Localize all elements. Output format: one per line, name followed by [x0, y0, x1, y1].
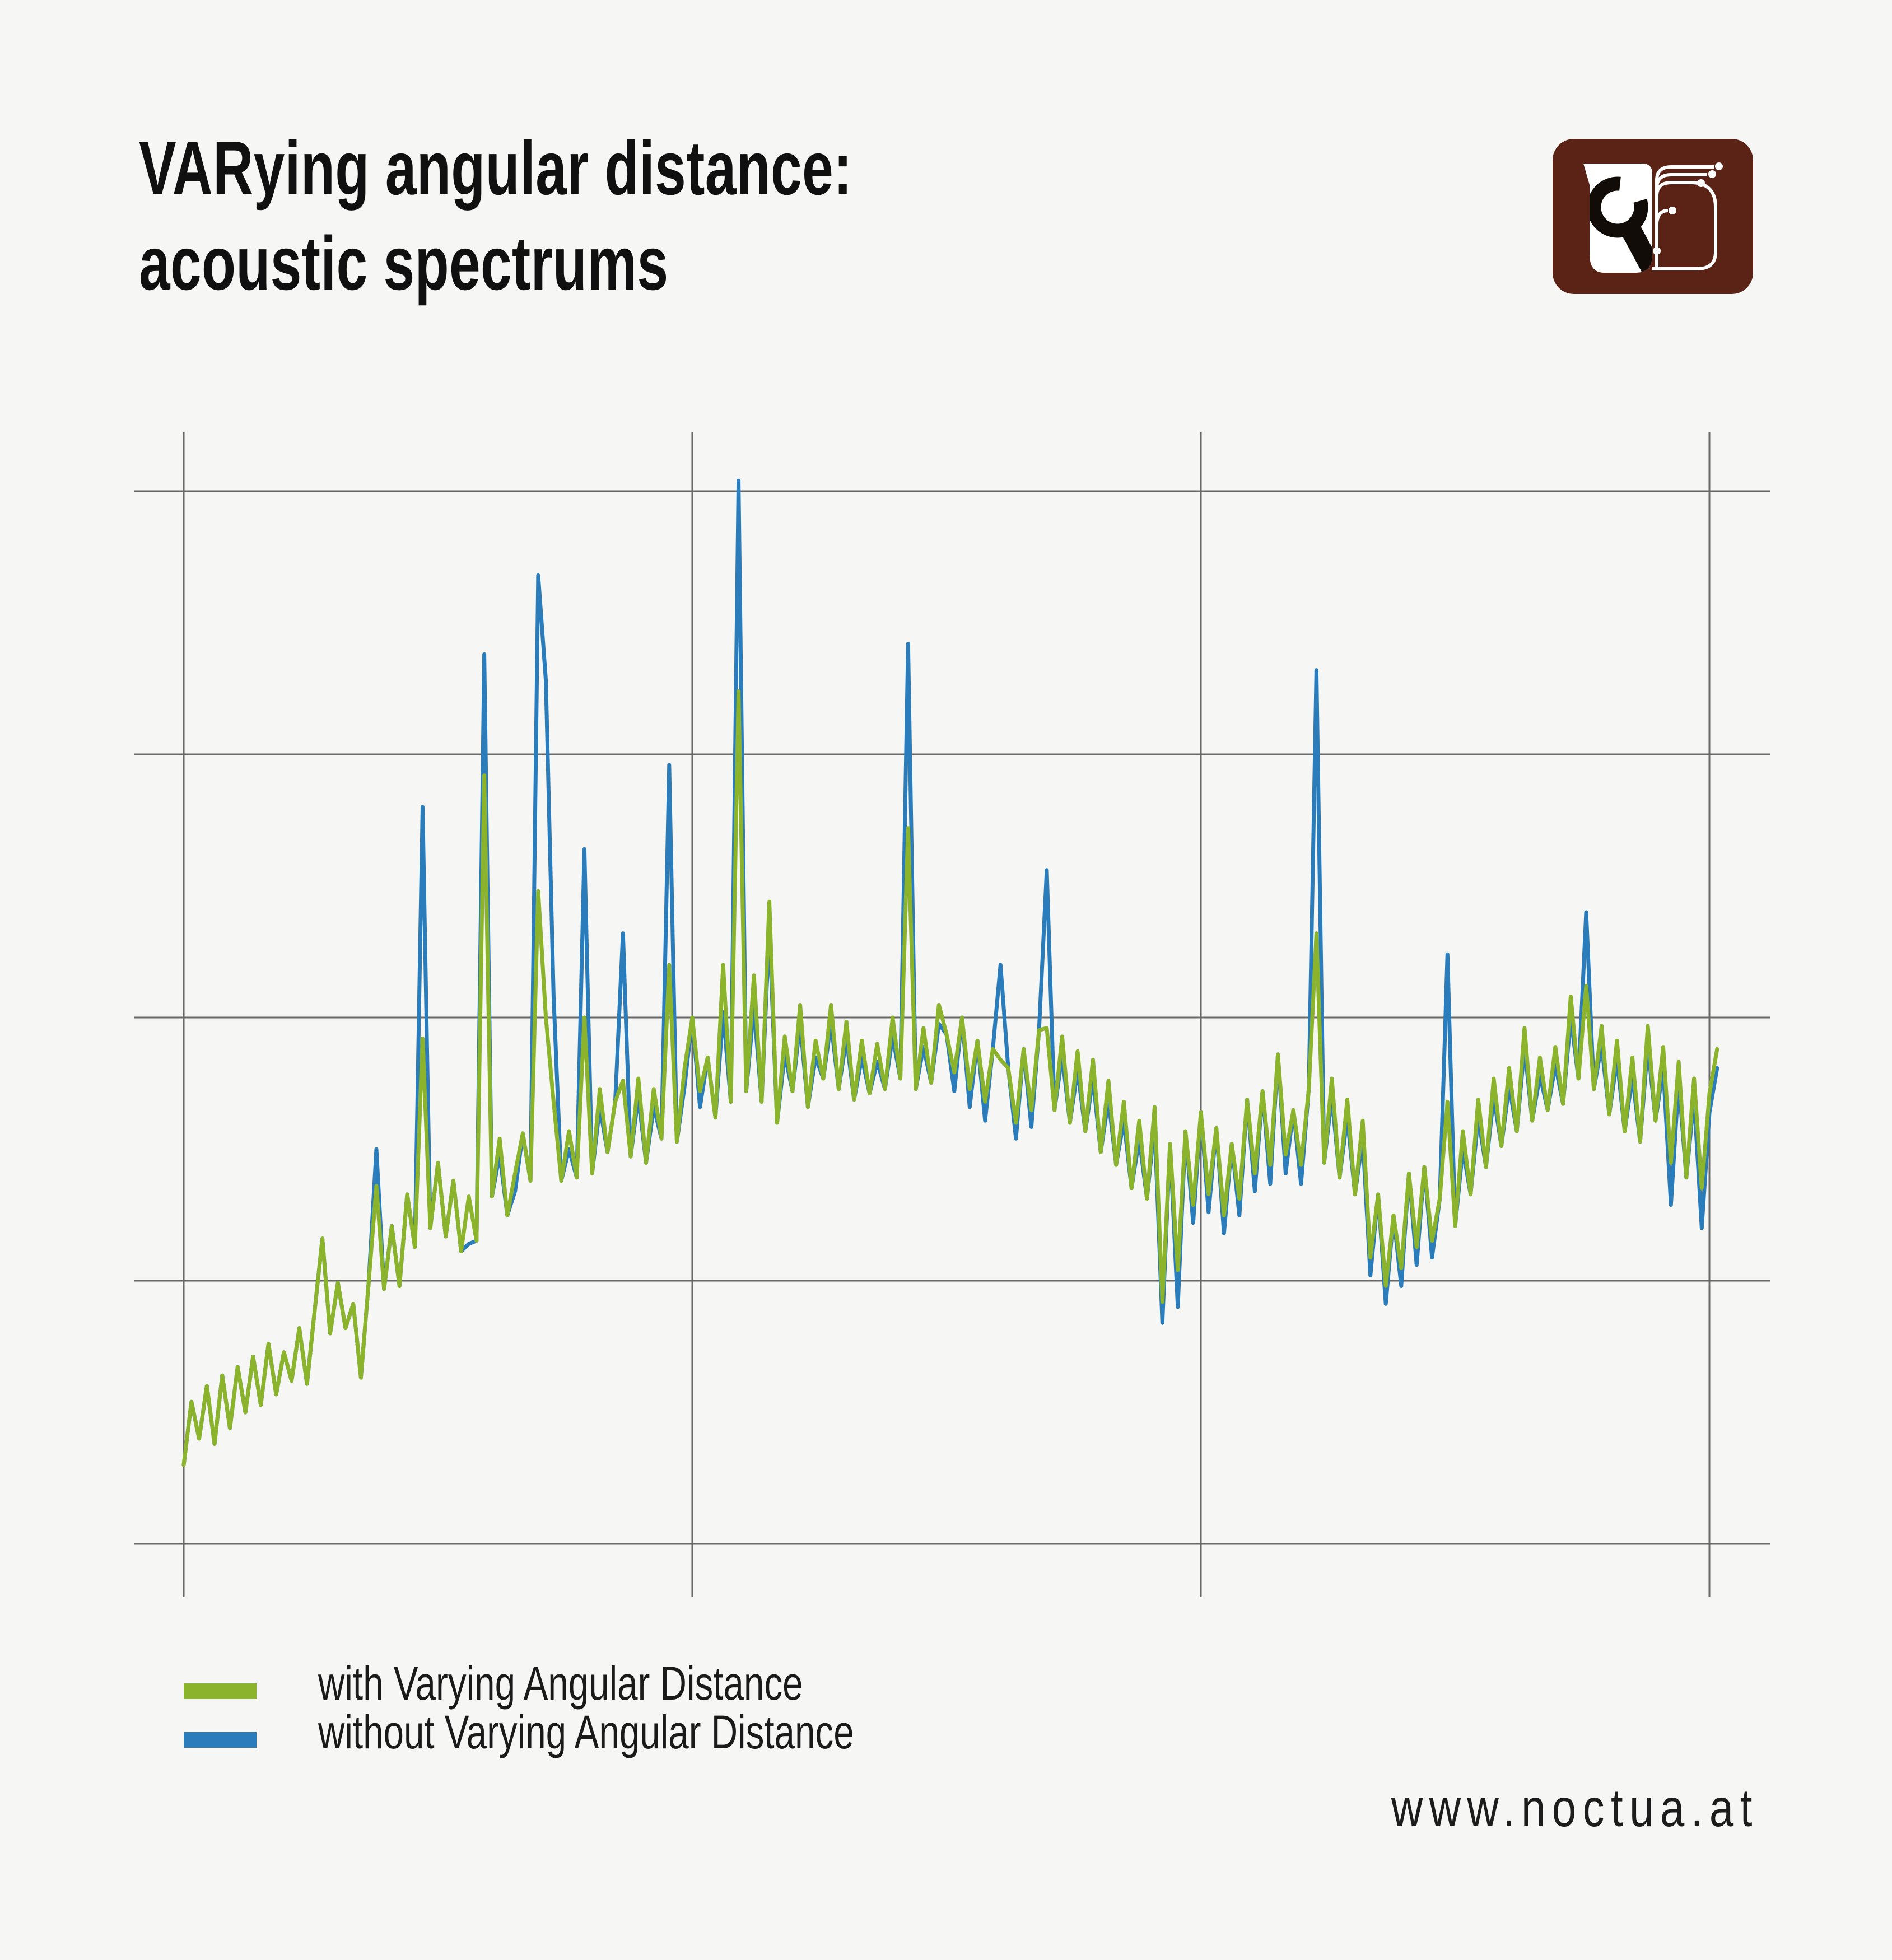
title-line-1: VARying angular distance: [139, 125, 852, 211]
owl-face-icon [1583, 164, 1652, 273]
legend-label-without-vad: without Varying Angular Distance [318, 1706, 854, 1758]
series-without-vad [181, 478, 1719, 1467]
legend-swatch-without-vad [184, 1732, 257, 1748]
legend-swatch-with-vad [184, 1683, 257, 1699]
noctua-logo-icon [1553, 139, 1753, 294]
page-title: VARying angular distance: acoustic spect… [139, 120, 852, 311]
series-with-vad [181, 689, 1719, 1467]
logo-background [1553, 139, 1753, 294]
title-line-2: acoustic spectrums [139, 221, 669, 306]
legend-label-with-vad: with Varying Angular Distance [318, 1657, 803, 1710]
website-url: www.noctua.at [1391, 1779, 1759, 1838]
owl-wing-icon [1652, 162, 1723, 270]
